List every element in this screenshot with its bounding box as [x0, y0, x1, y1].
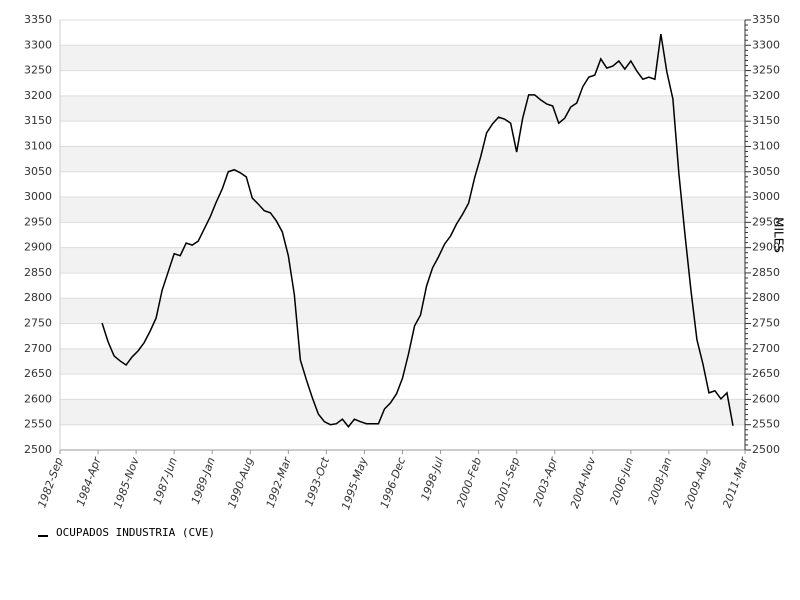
grid-band — [60, 247, 745, 273]
grid-band — [60, 298, 745, 324]
y2-tick-label: 2550 — [752, 418, 780, 431]
x-tick-label: 2009-Aug — [682, 456, 713, 511]
y-tick-label: 3200 — [24, 89, 52, 102]
x-tick-label: 2001-Sep — [492, 456, 522, 510]
y2-tick-label: 3050 — [752, 165, 780, 178]
x-tick-label: 1998-Jul — [419, 456, 447, 503]
x-tick-label: 1984-Apr — [74, 454, 104, 508]
y-tick-label: 2550 — [24, 418, 52, 431]
y-tick-label: 3000 — [24, 190, 52, 203]
x-tick-label: 2008-Jan — [646, 456, 675, 506]
x-tick-label: 2011-Mar — [720, 454, 751, 509]
y2-tick-label: 3350 — [752, 13, 780, 26]
y2-tick-label: 2950 — [752, 215, 780, 228]
y-tick-label: 3250 — [24, 64, 52, 77]
data-line — [101, 34, 734, 428]
y-tick-label: 2950 — [24, 215, 52, 228]
y2-tick-label: 2650 — [752, 367, 780, 380]
grid-band — [60, 45, 745, 71]
y2-tick-label: 3250 — [752, 64, 780, 77]
x-tick-label: 1993-Oct — [302, 455, 332, 508]
y2-tick-label: 2600 — [752, 392, 780, 405]
y-tick-label: 2750 — [24, 317, 52, 330]
x-tick-label: 1996-Dec — [378, 456, 408, 510]
y-tick-label: 2650 — [24, 367, 52, 380]
grid-band — [60, 197, 745, 223]
grid-band — [60, 146, 745, 172]
y-tick-label: 2850 — [24, 266, 52, 279]
y2-tick-label: 2800 — [752, 291, 780, 304]
grid-band — [60, 348, 745, 375]
y2-tick-label: 2850 — [752, 266, 780, 279]
x-tick-label: 1985-Nov — [111, 455, 142, 510]
y-tick-label: 2700 — [24, 342, 52, 355]
y2-tick-label: 3100 — [752, 139, 780, 152]
x-tick-label: 2006-Jun — [607, 456, 636, 507]
x-tick-label: 2004-Nov — [568, 455, 599, 510]
y-tick-label: 3150 — [24, 114, 52, 127]
x-tick-label: 1995-May — [339, 455, 370, 511]
y2-tick-label: 2500 — [752, 443, 780, 456]
y-tick-label: 3050 — [24, 165, 52, 178]
y-tick-label: 2500 — [24, 443, 52, 456]
y2-axis-label: MILES — [772, 217, 786, 253]
y2-tick-label: 2750 — [752, 317, 780, 330]
y-tick-label: 2600 — [24, 392, 52, 405]
y-tick-label: 2800 — [24, 291, 52, 304]
x-tick-label: 1990-Aug — [225, 456, 256, 511]
grid-band — [60, 95, 745, 122]
y2-tick-label: 2900 — [752, 241, 780, 254]
grid-band — [60, 399, 745, 425]
legend-label: OCUPADOS INDUSTRIA (CVE) — [56, 526, 215, 539]
y-tick-label: 3300 — [24, 38, 52, 51]
y-tick-label: 3100 — [24, 139, 52, 152]
y2-tick-label: 2700 — [752, 342, 780, 355]
x-tick-label: 2000-Feb — [454, 456, 484, 509]
y-tick-label: 2900 — [24, 241, 52, 254]
x-tick-label: 1987-Jun — [151, 456, 180, 507]
x-tick-label: 1989-Jan — [189, 456, 218, 506]
y2-tick-label: 3200 — [752, 89, 780, 102]
x-tick-label: 1992-Mar — [264, 454, 295, 509]
y-tick-label: 3350 — [24, 13, 52, 26]
x-tick-label: 1982-Sep — [35, 456, 65, 510]
y2-tick-label: 3300 — [752, 38, 780, 51]
x-tick-label: 2003-Apr — [531, 454, 561, 508]
y2-tick-label: 3000 — [752, 190, 780, 203]
y2-tick-label: 3150 — [752, 114, 780, 127]
